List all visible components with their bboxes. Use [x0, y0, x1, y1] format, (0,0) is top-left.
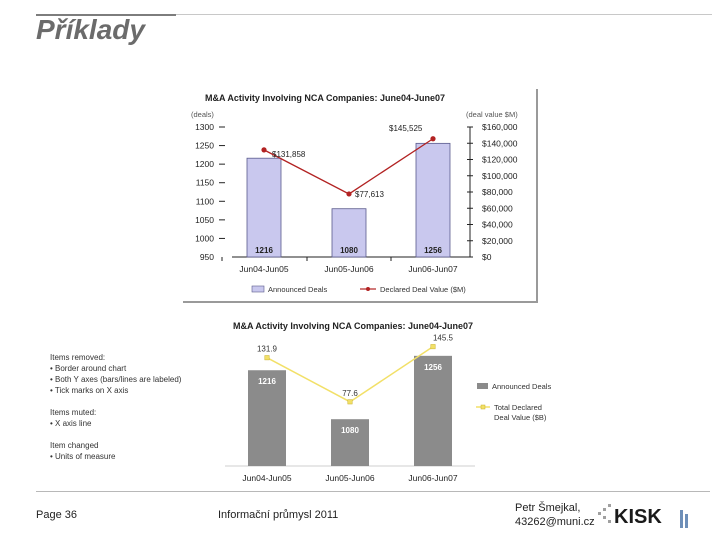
logo-text: KISK — [614, 506, 662, 528]
notes-list: Items removed: • Border around chart • Bot… — [50, 352, 181, 462]
footer-course-name: Informační průmysl 2011 — [218, 509, 339, 521]
y2-tick-label: $0 — [482, 252, 492, 262]
note-line: Items muted: — [50, 408, 97, 417]
x-tick-label: Jun04-Jun05 — [239, 264, 288, 274]
y2-tick-label: $40,000 — [482, 220, 513, 230]
note-line: • Tick marks on X axis — [50, 386, 129, 395]
legend-label-bars: Announced Deals — [492, 382, 551, 391]
y-tick-label: 1050 — [195, 215, 214, 225]
y-tick-label: 1250 — [195, 141, 214, 151]
footer-page-number: Page 36 — [36, 509, 77, 521]
y-tick-label: 1300 — [195, 122, 214, 132]
note-line: Items removed: — [50, 353, 106, 362]
y-tick-label: 950 — [200, 252, 214, 262]
bar — [414, 355, 452, 466]
bar — [331, 419, 369, 466]
legend-swatch-bars — [477, 383, 488, 389]
legend-swatch-line-point — [366, 287, 370, 291]
legend-label-line: Declared Deal Value ($M) — [380, 285, 466, 294]
note-line: • Units of measure — [50, 452, 116, 461]
line-value-label: $77,613 — [355, 190, 384, 199]
x-tick-label: Jun06-Jun07 — [408, 264, 457, 274]
line-point — [261, 147, 267, 153]
note-line: • Border around chart — [50, 364, 127, 373]
line-value-label: $145,525 — [389, 124, 423, 133]
y-tick-label: 1100 — [196, 196, 215, 206]
line-value-label: 145.5 — [433, 334, 454, 343]
x-tick-label: Jun06-Jun07 — [408, 473, 457, 483]
legend-swatch-line-point — [480, 404, 486, 410]
y-tick-label: 1000 — [195, 233, 214, 243]
line-value-label: 77.6 — [342, 389, 358, 398]
slide-title: Příklady — [36, 14, 145, 45]
legend-label-line: Total Declared Deal Value ($B) — [494, 403, 547, 422]
line-point — [264, 355, 270, 361]
footer-rule — [36, 491, 710, 492]
line-value-label: $131,858 — [272, 150, 306, 159]
y-tick-label: 1150 — [196, 178, 215, 188]
legend-swatch-bars — [251, 285, 265, 293]
y-tick-label: 1200 — [195, 159, 214, 169]
y2-tick-label: $100,000 — [482, 171, 518, 181]
chart-before-frame — [183, 89, 538, 303]
line-point — [347, 399, 353, 405]
line-point — [346, 191, 352, 197]
bar-value-label: 1216 — [258, 377, 276, 386]
right-axis-title: (deal value $M) — [466, 110, 518, 119]
bar — [331, 208, 367, 258]
y2-tick-label: $20,000 — [482, 236, 513, 246]
chart-before-title: M&A Activity Involving NCA Companies: Ju… — [205, 93, 445, 103]
x-tick-label: Jun04-Jun05 — [242, 473, 291, 483]
title-rule-accent — [36, 14, 176, 16]
bar-value-label: 1256 — [424, 363, 442, 372]
y2-tick-label: $60,000 — [482, 203, 513, 213]
bar-value-label: 1080 — [340, 246, 358, 255]
left-axis-title: (deals) — [191, 110, 214, 119]
bar-value-label: 1216 — [255, 246, 273, 255]
footer-author-email: 43262@muni.cz — [515, 516, 595, 528]
bar-value-label: 1080 — [341, 426, 359, 435]
kisk-logo: KISK — [598, 504, 688, 528]
y2-tick-label: $140,000 — [482, 138, 518, 148]
line-value-label: 131.9 — [257, 345, 278, 354]
note-line — [50, 396, 181, 407]
title-rule — [36, 14, 712, 15]
line-point — [430, 344, 436, 350]
y2-tick-label: $160,000 — [482, 122, 518, 132]
note-line — [50, 429, 181, 440]
note-line: Item changed — [50, 441, 99, 450]
footer-author-name: Petr Šmejkal, — [515, 502, 581, 514]
series-line — [263, 138, 434, 195]
x-tick-label: Jun05-Jun06 — [324, 264, 373, 274]
y2-tick-label: $80,000 — [482, 187, 513, 197]
note-line: • Both Y axes (bars/lines are labeled) — [50, 375, 182, 384]
bar-value-label: 1256 — [424, 246, 442, 255]
x-tick-label: Jun05-Jun06 — [325, 473, 374, 483]
line-point — [430, 136, 436, 142]
note-line: • X axis line — [50, 419, 92, 428]
bar — [248, 370, 286, 466]
legend-label-bars: Announced Deals — [268, 285, 327, 294]
bar — [246, 157, 282, 258]
bar — [415, 142, 451, 258]
chart-after-title: M&A Activity Involving NCA Companies: Ju… — [233, 321, 473, 331]
y2-tick-label: $120,000 — [482, 155, 518, 165]
